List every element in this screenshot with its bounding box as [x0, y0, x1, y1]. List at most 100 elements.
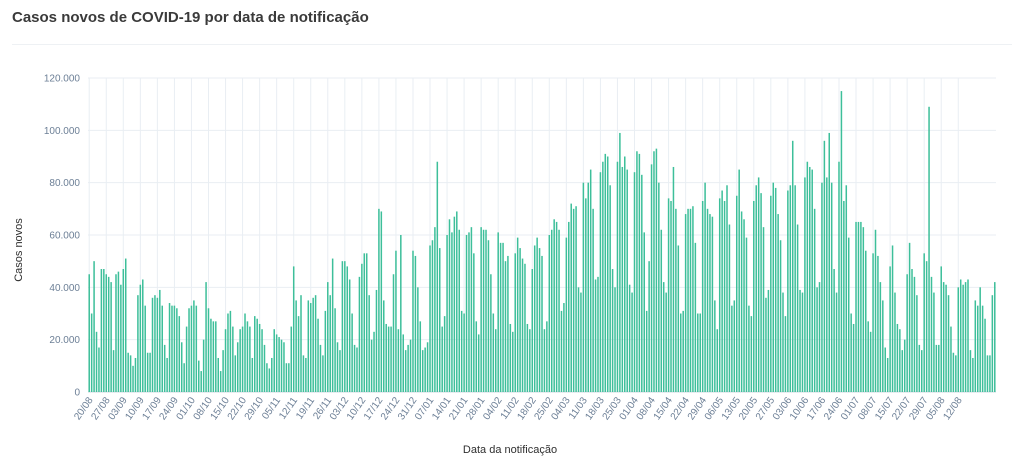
bar	[516, 237, 519, 392]
bar	[740, 211, 743, 392]
bar	[563, 303, 565, 392]
bar	[407, 344, 409, 392]
bar	[419, 321, 422, 392]
bar	[889, 266, 891, 392]
bar	[375, 289, 378, 392]
bar	[195, 305, 198, 392]
bar	[835, 292, 838, 392]
y-axis-ticks: 0 20.000 40.000 60.000 80.000 100.000 120.000	[44, 74, 81, 399]
bar	[188, 308, 190, 392]
bar	[662, 282, 665, 392]
bar	[154, 295, 156, 392]
bar	[458, 229, 460, 392]
bar	[412, 250, 414, 392]
bar	[636, 151, 638, 392]
title-divider	[12, 44, 1012, 45]
bar	[288, 363, 290, 392]
bar	[733, 300, 736, 392]
bar	[865, 250, 867, 392]
bar	[801, 292, 804, 392]
bar	[460, 310, 463, 392]
bar	[967, 279, 969, 392]
bar	[463, 313, 465, 392]
bar	[955, 355, 957, 392]
bar	[869, 331, 872, 392]
bar	[273, 329, 275, 392]
bar	[331, 258, 334, 392]
bar	[925, 261, 928, 392]
bar	[558, 229, 560, 392]
bar	[234, 355, 237, 392]
bar	[806, 161, 809, 392]
bar	[762, 227, 765, 392]
bar	[899, 329, 901, 392]
bar	[738, 169, 740, 392]
bar	[95, 331, 98, 392]
bar	[660, 229, 663, 392]
bar	[198, 360, 200, 392]
bar	[896, 323, 899, 392]
bar	[227, 313, 229, 392]
bar	[614, 287, 616, 392]
bar	[631, 292, 633, 392]
bar	[212, 321, 215, 392]
bar	[680, 313, 682, 392]
bar	[434, 227, 436, 392]
bar	[385, 323, 387, 392]
bar	[122, 269, 125, 392]
bar	[229, 310, 232, 392]
bar	[103, 269, 105, 392]
bar	[840, 91, 843, 392]
bar	[324, 310, 327, 392]
bar	[972, 357, 974, 392]
bar	[628, 284, 631, 392]
bar	[670, 200, 672, 392]
bar	[183, 363, 185, 392]
bar	[667, 198, 670, 392]
bar	[322, 355, 324, 392]
bar	[404, 350, 407, 392]
bar	[684, 214, 687, 392]
bar	[348, 279, 351, 392]
bar	[414, 255, 417, 392]
bar	[266, 363, 268, 392]
bar	[794, 185, 796, 392]
bar	[568, 221, 570, 392]
bar	[804, 177, 806, 392]
y-tick-label: 100.000	[44, 126, 81, 137]
bar	[487, 240, 490, 392]
bar	[400, 235, 402, 392]
bar	[161, 305, 163, 392]
bar	[533, 245, 536, 392]
bar	[431, 240, 434, 392]
bar	[572, 208, 575, 392]
bar	[292, 266, 295, 392]
bar	[626, 169, 628, 392]
bar	[950, 326, 952, 392]
bar	[356, 347, 358, 392]
bar	[512, 331, 514, 392]
bar	[465, 235, 468, 392]
bar	[694, 242, 697, 392]
bar	[144, 305, 146, 392]
y-tick-label: 40.000	[49, 283, 80, 294]
bar	[258, 323, 261, 392]
bar	[395, 250, 397, 392]
bar	[351, 313, 353, 392]
bar	[473, 253, 475, 392]
bar	[268, 368, 271, 392]
bar	[446, 235, 448, 392]
bar	[456, 211, 458, 392]
bar	[397, 329, 400, 392]
bar	[105, 274, 108, 392]
bar	[485, 229, 487, 392]
bar	[714, 300, 716, 392]
bar	[779, 240, 782, 392]
bar	[429, 245, 431, 392]
bar	[921, 350, 923, 392]
bar	[879, 282, 882, 392]
bar	[241, 326, 244, 392]
bar	[675, 208, 677, 392]
bar	[112, 350, 115, 392]
bar	[589, 169, 592, 392]
